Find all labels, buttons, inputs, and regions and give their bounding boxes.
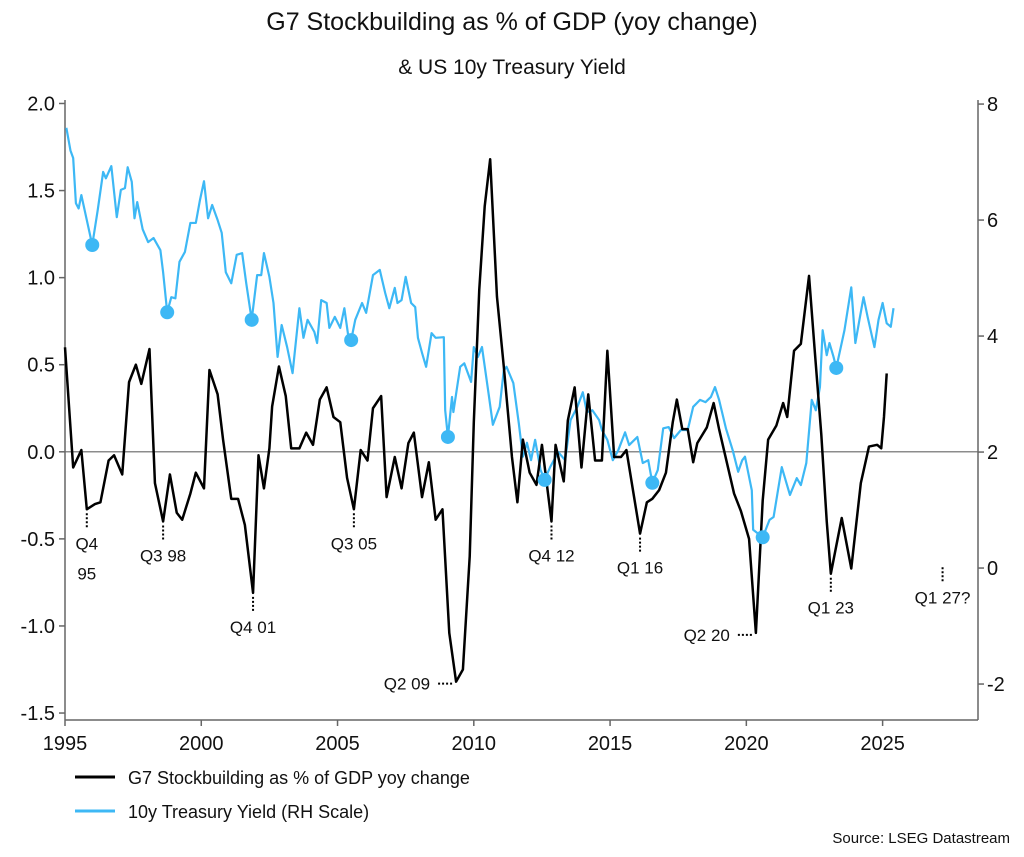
trough-annotation: Q1 27? (915, 567, 971, 607)
annotation-label: 95 (77, 564, 96, 583)
yield-low-marker (344, 333, 359, 348)
y-left-tick-label: 1.5 (27, 181, 55, 203)
x-tick-label: 1995 (43, 733, 88, 755)
annotation-label: Q1 16 (617, 559, 663, 578)
trough-annotation: Q4 01 (230, 596, 276, 637)
yield-low-marker (440, 429, 455, 444)
yield-low-marker (829, 360, 844, 375)
trough-annotation: Q1 16 (617, 537, 663, 578)
y-left-tick-label: 0.5 (27, 355, 55, 377)
legend: G7 Stockbuilding as % of GDP yoy change … (75, 768, 470, 822)
y-right-tick-label: 4 (987, 326, 998, 348)
trough-annotation: Q3 05 (331, 513, 377, 553)
stockbuilding-line (63, 157, 888, 683)
annotation-label: Q2 09 (384, 675, 430, 694)
axes: 2.0 1.5 1.0 0.5 0.0 -0.5 -1.0 -1.5 8 6 4 2 0 -2 1995 20… (21, 93, 1005, 755)
y-left-tick-label: -0.5 (21, 529, 55, 551)
y-right-tick-label: 2 (987, 442, 998, 464)
y-right-tick-label: 0 (987, 558, 998, 580)
yield-low-marker (85, 237, 100, 252)
y-right-tick-label: 6 (987, 210, 998, 232)
annotation-label: Q3 05 (331, 534, 377, 553)
trough-annotation: Q2 20 (684, 626, 752, 645)
yield-low-marker (755, 530, 770, 545)
annotation-label: Q1 23 (808, 599, 854, 618)
annotation-label: Q4 (75, 534, 98, 553)
yield-low-marker (244, 312, 259, 327)
yield-low-marker (537, 472, 552, 487)
x-tick-label: 2015 (588, 733, 633, 755)
y-right-tick-label: -2 (987, 674, 1005, 696)
yield-low-marker (160, 305, 175, 320)
trough-annotation: Q4 12 (528, 525, 575, 565)
y-left-tick-label: 1.0 (27, 268, 55, 290)
trough-annotation: Q2 09 (384, 675, 453, 694)
legend-label-stockbuilding: G7 Stockbuilding as % of GDP yoy change (128, 768, 470, 788)
x-tick-label: 2025 (860, 733, 905, 755)
legend-label-yield: 10y Treasury Yield (RH Scale) (128, 802, 369, 822)
annotation-label: Q4 01 (230, 618, 276, 637)
x-tick-label: 2000 (179, 733, 224, 755)
source-note: Source: LSEG Datastream (832, 830, 1010, 847)
y-left-tick-label: -1.0 (21, 616, 55, 638)
trough-annotation: Q3 98 (140, 525, 186, 565)
y-left-tick-label: 2.0 (27, 93, 55, 115)
trough-annotation: Q4 95 (75, 513, 98, 583)
y-left-tick-label: 0.0 (27, 442, 55, 464)
trough-annotation: Q1 23 (808, 577, 854, 618)
x-tick-label: 2005 (315, 733, 360, 755)
y-left-tick-label: -1.5 (21, 703, 55, 725)
y-right-tick-label: 8 (987, 94, 998, 116)
annotation-label: Q4 12 (528, 546, 574, 565)
annotation-label: Q2 20 (684, 626, 730, 645)
annotation-label: Q1 27? (915, 588, 971, 607)
x-tick-label: 2010 (452, 733, 497, 755)
x-tick-label: 2020 (724, 733, 769, 755)
plot-area: Q4 95 Q3 98 Q4 01 Q3 05 Q2 09 Q4 12 Q1 16 Q2 20 Q… (63, 127, 971, 694)
yield-low-marker (645, 475, 660, 490)
annotation-label: Q3 98 (140, 546, 186, 565)
chart-title: G7 Stockbuilding as % of GDP (yoy change… (266, 8, 757, 36)
yield-line (65, 127, 895, 539)
chart-subtitle: & US 10y Treasury Yield (398, 56, 626, 79)
